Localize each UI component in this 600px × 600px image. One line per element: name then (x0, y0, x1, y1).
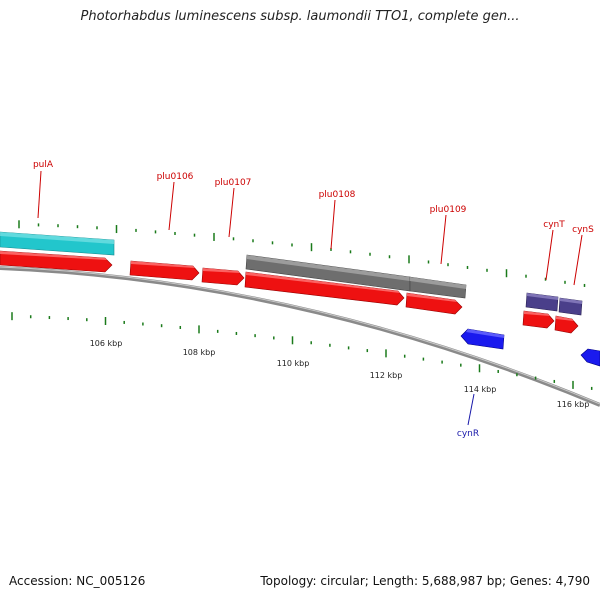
gene-label-plu0107: plu0107 (215, 178, 252, 188)
scale-label-112: 112 kbp (370, 371, 403, 380)
upper-ticks (18, 220, 586, 287)
cynT-transport-feature[interactable] (525, 292, 559, 312)
accession-text: Accession: NC_005126 (9, 574, 146, 588)
gene-label-cynT: cynT (543, 220, 565, 230)
gene-label-pulA: pulA (33, 160, 54, 170)
forward-cds-3[interactable] (201, 267, 245, 286)
gene-label-cynR: cynR (457, 429, 479, 439)
reverse-cds-2[interactable] (580, 348, 600, 367)
scale-label-106: 106 kbp (90, 339, 123, 348)
scale-label-116: 116 kbp (557, 400, 590, 409)
rrna-feature[interactable] (0, 231, 115, 256)
scale-label-108: 108 kbp (183, 348, 216, 357)
gene-label-cynS: cynS (572, 225, 594, 235)
label-leaders (37, 170, 583, 426)
genome-summary-text: Topology: circular; Length: 5,688,987 bp… (260, 574, 590, 588)
gene-label-plu0108: plu0108 (319, 190, 356, 200)
gene-labels: pulA plu0106 plu0107 plu0108 plu0109 cyn… (33, 160, 594, 439)
gene-label-plu0106: plu0106 (157, 172, 194, 182)
scale-label-114: 114 kbp (464, 385, 497, 394)
scale-label-110: 110 kbp (277, 359, 310, 368)
map-title: Photorhabdus luminescens subsp. laumondi… (80, 9, 520, 24)
gene-label-plu0109: plu0109 (430, 205, 467, 215)
lower-ticks (11, 312, 593, 390)
forward-cds-2[interactable] (129, 260, 200, 281)
forward-cds-5[interactable] (405, 292, 463, 315)
genome-backbone-highlight (0, 266, 600, 405)
reverse-cds-1[interactable] (460, 328, 505, 350)
forward-cds-7[interactable] (554, 315, 579, 334)
cynS-transport-feature[interactable] (558, 297, 583, 316)
forward-cds-1[interactable] (0, 250, 113, 273)
forward-cds-4[interactable] (244, 271, 405, 306)
forward-cds-6[interactable] (522, 310, 555, 329)
scale-labels: 106 kbp 108 kbp 110 kbp 112 kbp 114 kbp … (90, 339, 590, 409)
pseudo-feature-2[interactable] (409, 276, 467, 299)
genome-backbone (0, 266, 600, 407)
